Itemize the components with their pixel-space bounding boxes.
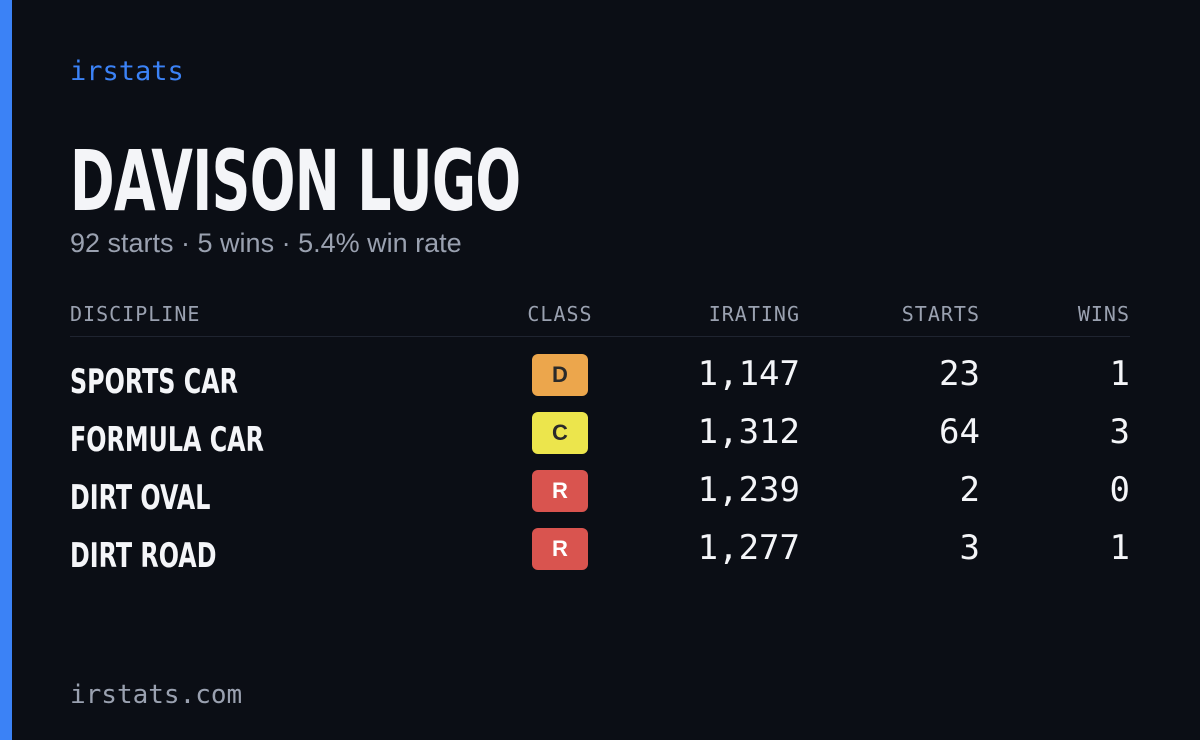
column-header: IRATING [708, 302, 800, 326]
starts: 3 [959, 528, 980, 568]
wins: 1 [1109, 528, 1130, 568]
discipline: SPORTS CAR [70, 362, 238, 402]
header-rule [70, 336, 1130, 337]
footer-url: irstats.com [70, 680, 243, 710]
wins: 0 [1109, 470, 1130, 510]
starts: 64 [939, 412, 980, 452]
starts: 2 [959, 470, 980, 510]
column-header: CLASS [527, 302, 593, 326]
wins: 3 [1109, 412, 1130, 452]
driver-name: DAVISON LUGO [70, 132, 521, 230]
brand: irstats [70, 56, 184, 87]
discipline: FORMULA CAR [70, 420, 264, 460]
class-badge: R [532, 528, 588, 570]
class-badge: R [532, 470, 588, 512]
accent-bar [0, 0, 12, 740]
column-header: DISCIPLINE [70, 302, 201, 326]
irating: 1,239 [697, 470, 800, 510]
class-badge: D [532, 354, 588, 396]
wins: 1 [1109, 354, 1130, 394]
starts: 23 [939, 354, 980, 394]
discipline: DIRT OVAL [70, 478, 211, 518]
summary: 92 starts · 5 wins · 5.4% win rate [70, 228, 462, 258]
discipline: DIRT ROAD [70, 536, 217, 576]
column-header: STARTS [901, 302, 980, 326]
class-badge: C [532, 412, 588, 454]
irating: 1,277 [697, 528, 800, 568]
irating: 1,312 [697, 412, 800, 452]
column-header: WINS [1077, 302, 1130, 326]
irating: 1,147 [697, 354, 800, 394]
